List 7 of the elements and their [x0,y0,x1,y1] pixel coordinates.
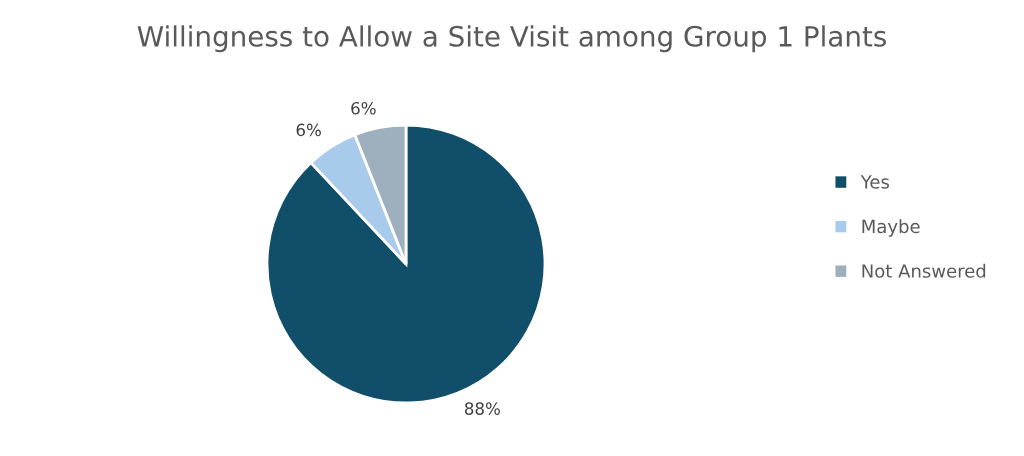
legend-label: Yes [860,175,889,189]
legend-label: Maybe [862,219,920,237]
data-label: 88% [464,402,500,415]
data-label: 6% [296,123,321,137]
data-label: 6% [351,101,376,115]
legend-label: Not Answered [862,263,986,278]
chart-title: Willingness to Allow a Site Visit among Group 1 Plants [137,25,886,53]
